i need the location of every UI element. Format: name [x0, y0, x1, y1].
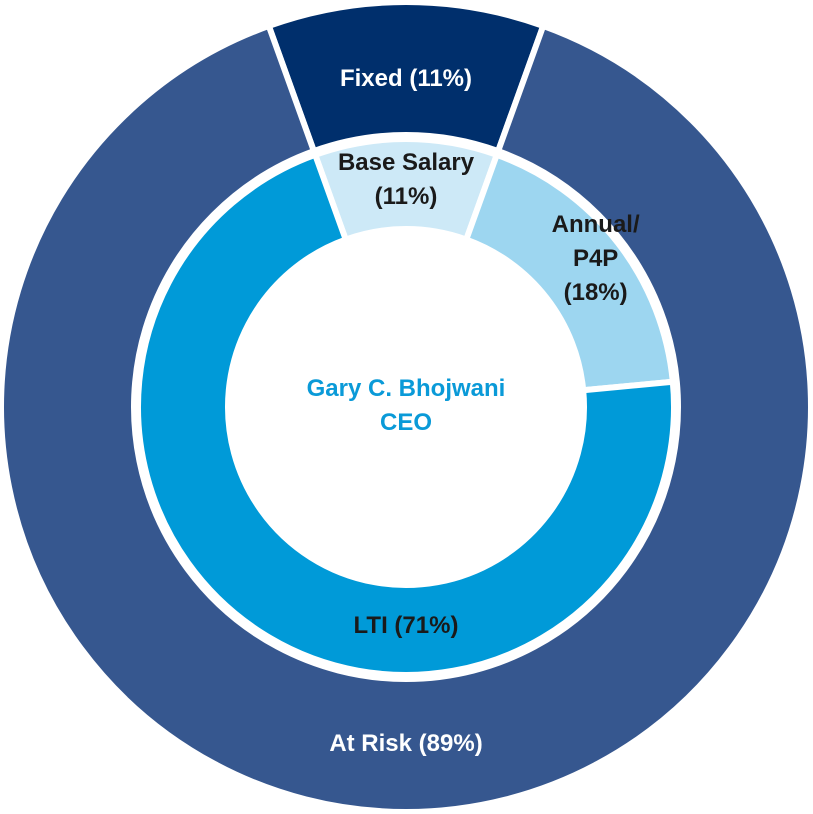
segment-label: Annual/P4P (18%): [552, 211, 640, 306]
center-label: Gary C. Bhojwani CEO: [307, 375, 506, 436]
segment-label: Base Salary (11%): [338, 149, 475, 210]
segment-label: LTI (71%): [354, 612, 459, 639]
donut-segment: [135, 150, 677, 678]
segment-label: At Risk (89%): [329, 730, 482, 757]
donut-segment: [0, 22, 813, 814]
segment-label: Fixed (11%): [340, 65, 472, 92]
